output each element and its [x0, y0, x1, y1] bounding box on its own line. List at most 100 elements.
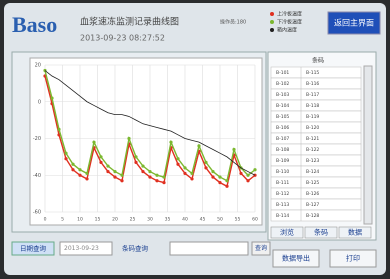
list-cell[interactable]: B-112 — [276, 191, 289, 197]
data-point — [85, 172, 88, 175]
data-point — [57, 128, 60, 131]
date-label: 日期查询 — [20, 244, 47, 253]
data-point — [246, 179, 249, 182]
data-point — [50, 96, 53, 99]
data-point — [78, 168, 81, 171]
x-tick-label: 25 — [130, 217, 136, 223]
list-cell[interactable]: B-110 — [276, 169, 289, 175]
y-tick-label: -40 — [33, 173, 41, 179]
plot-area — [30, 58, 262, 225]
x-tick-label: 55 — [235, 217, 241, 223]
list-cell[interactable]: B-128 — [306, 213, 319, 219]
list-cell[interactable]: B-118 — [306, 103, 319, 109]
tab-label[interactable]: 条码 — [314, 228, 328, 237]
x-tick-label: 50 — [217, 217, 223, 223]
scrollbar[interactable] — [364, 66, 372, 224]
logo: Baso — [12, 12, 57, 37]
data-point — [148, 170, 151, 173]
list-cell[interactable]: B-116 — [306, 81, 319, 87]
back-button-label[interactable]: 返回主界面 — [334, 18, 374, 28]
list-cell[interactable]: B-109 — [276, 158, 289, 164]
data-point — [190, 177, 193, 180]
legend-label: 上冷板温度 — [277, 11, 302, 18]
list-cell[interactable]: B-103 — [276, 92, 289, 98]
list-cell[interactable]: B-114 — [276, 213, 289, 219]
data-point — [253, 168, 256, 171]
data-point — [92, 141, 95, 144]
data-point — [176, 163, 179, 166]
list-cell[interactable]: B-115 — [306, 70, 319, 76]
x-tick-label: 30 — [147, 217, 153, 223]
data-point — [225, 185, 228, 188]
tab-label[interactable]: 数据 — [348, 228, 362, 237]
barcode-input[interactable] — [170, 242, 248, 255]
data-point — [99, 155, 102, 158]
panel-header: 条码 — [312, 57, 324, 65]
list-cell[interactable]: B-123 — [306, 158, 319, 164]
screen: Baso 血浆速冻监测记录曲线图 2013-09-23 08:27:52 操作员… — [0, 0, 390, 279]
x-tick-label: 15 — [95, 217, 101, 223]
list-cell[interactable]: B-125 — [306, 180, 319, 186]
list-cell[interactable]: B-122 — [306, 147, 319, 153]
data-point — [246, 174, 249, 177]
export-label[interactable]: 数据导出 — [282, 254, 310, 263]
data-point — [225, 179, 228, 182]
data-point — [127, 137, 130, 140]
data-point — [141, 170, 144, 173]
list-cell[interactable]: B-117 — [306, 92, 319, 98]
title: 血浆速冻监测记录曲线图 — [80, 16, 179, 28]
data-point — [99, 161, 102, 164]
data-point — [169, 141, 172, 144]
legend-marker — [270, 28, 274, 32]
list-cell[interactable]: B-124 — [306, 169, 319, 175]
list-cell[interactable]: B-101 — [276, 70, 289, 76]
data-point — [134, 155, 137, 158]
list-cell[interactable]: B-102 — [276, 81, 289, 87]
x-tick-label: 10 — [77, 217, 83, 223]
data-point — [239, 172, 242, 175]
query-label[interactable]: 查询 — [255, 244, 267, 252]
list-cell[interactable]: B-105 — [276, 114, 289, 120]
x-tick-label: 0 — [44, 217, 47, 223]
tab-label[interactable]: 浏览 — [280, 228, 294, 237]
data-point — [120, 179, 123, 182]
list-cell[interactable]: B-113 — [276, 202, 289, 208]
list-cell[interactable]: B-104 — [276, 103, 289, 109]
operator: 操作员:180 — [220, 19, 246, 26]
page: Baso 血浆速冻监测记录曲线图 2013-09-23 08:27:52 操作员… — [0, 0, 390, 279]
x-tick-label: 5 — [61, 217, 64, 223]
x-tick-label: 35 — [165, 217, 171, 223]
list-cell[interactable]: B-126 — [306, 191, 319, 197]
y-tick-label: -20 — [33, 136, 41, 142]
list-cell[interactable]: B-108 — [276, 147, 289, 153]
data-point — [71, 163, 74, 166]
date-value[interactable]: 2013-09-23 — [64, 245, 99, 252]
data-point — [85, 177, 88, 180]
data-point — [106, 164, 109, 167]
print-label[interactable]: 打印 — [346, 254, 360, 263]
barcode-label: 条码查询 — [122, 244, 149, 253]
data-point — [218, 175, 221, 178]
legend-marker — [270, 12, 274, 16]
data-point — [218, 181, 221, 184]
data-point — [197, 144, 200, 147]
list-cell[interactable]: B-120 — [306, 125, 319, 131]
x-tick-label: 20 — [112, 217, 118, 223]
data-point — [106, 170, 109, 173]
list-cell[interactable]: B-106 — [276, 125, 289, 131]
x-tick-label: 40 — [182, 217, 188, 223]
data-point — [162, 175, 165, 178]
data-point — [162, 181, 165, 184]
data-point — [64, 157, 67, 160]
data-point — [176, 157, 179, 160]
list-cell[interactable]: B-127 — [306, 202, 319, 208]
list-cell[interactable]: B-107 — [276, 136, 289, 142]
data-point — [134, 161, 137, 164]
list-cell[interactable]: B-119 — [306, 114, 319, 120]
list-cell[interactable]: B-121 — [306, 136, 319, 142]
legend-label: 下冷板温度 — [277, 19, 302, 26]
list-cell[interactable]: B-111 — [276, 180, 289, 186]
data-point — [141, 164, 144, 167]
data-point — [155, 174, 158, 177]
data-point — [190, 172, 193, 175]
